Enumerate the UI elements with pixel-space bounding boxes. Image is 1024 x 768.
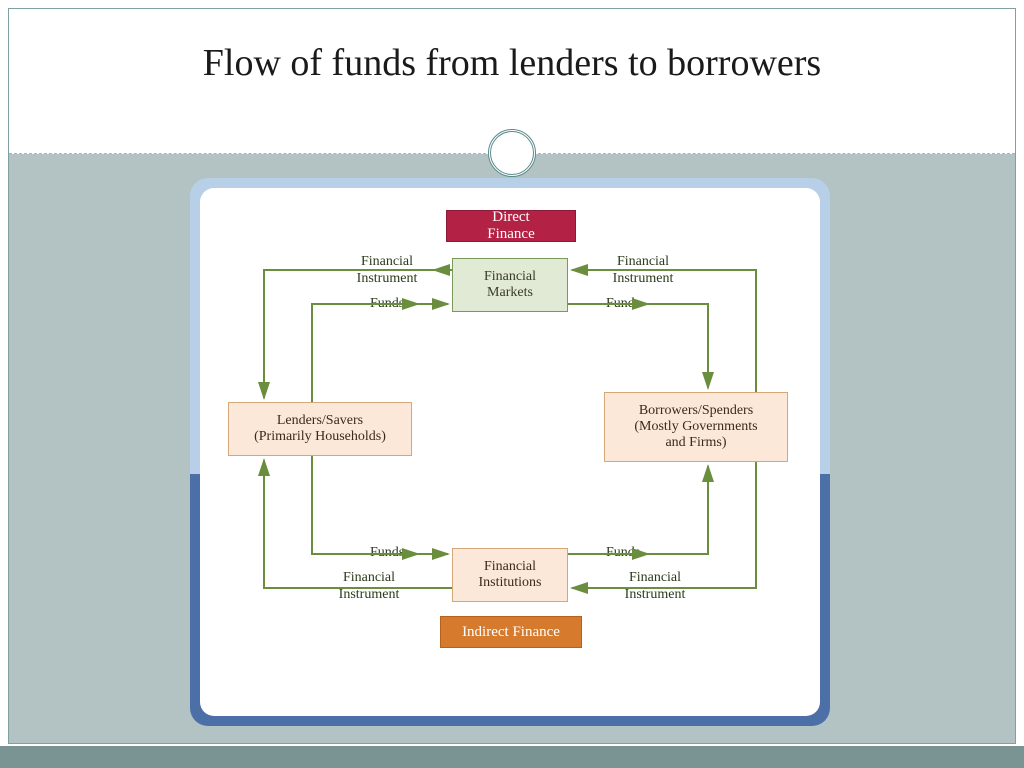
flow-arrows bbox=[200, 188, 820, 716]
diagram-canvas: Direct Finance Indirect Finance Financia… bbox=[200, 188, 820, 716]
diagram-frame: Direct Finance Indirect Finance Financia… bbox=[190, 178, 830, 726]
ring-icon bbox=[488, 129, 536, 177]
bottom-strip bbox=[0, 746, 1024, 768]
slide-title: Flow of funds from lenders to borrowers bbox=[9, 41, 1015, 85]
